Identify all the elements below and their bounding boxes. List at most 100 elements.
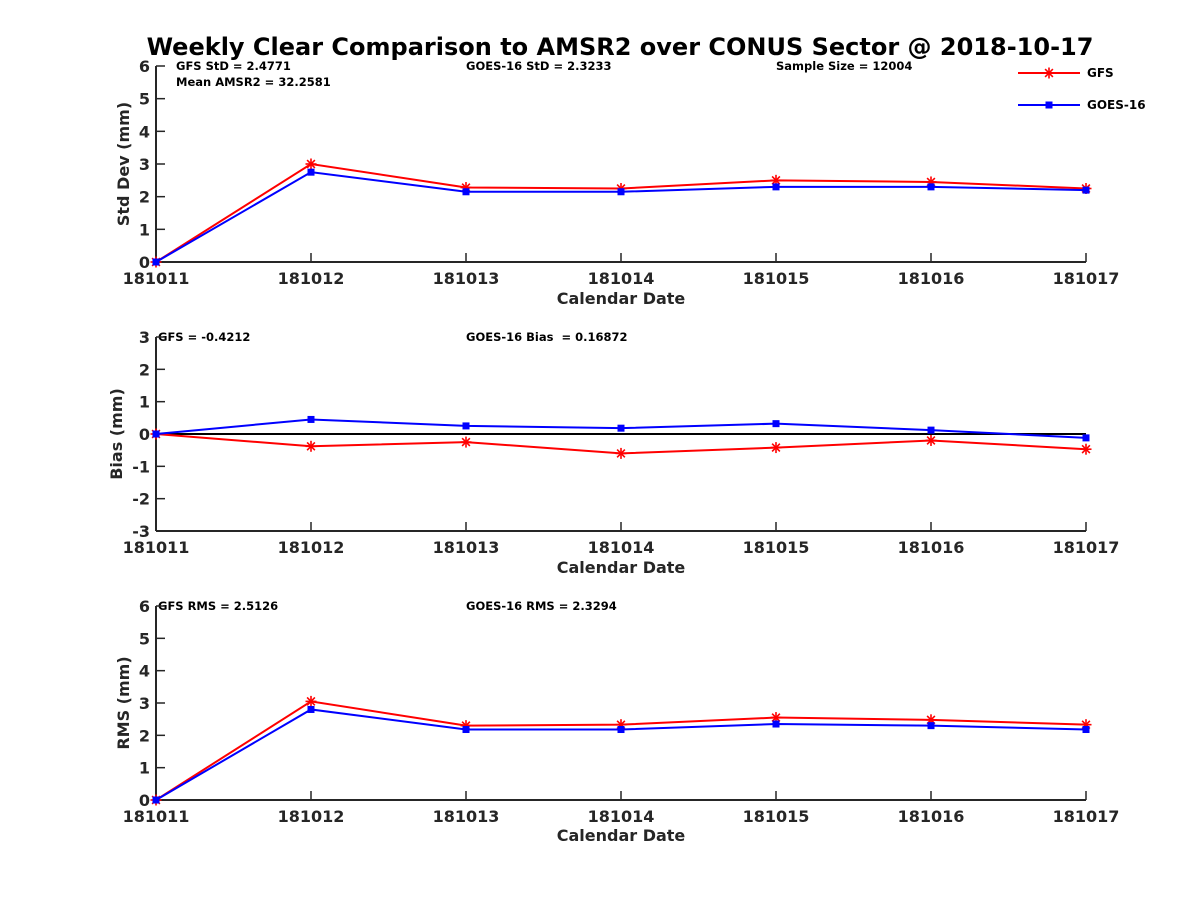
bias-x-axis-label: Calendar Date bbox=[557, 558, 686, 577]
rms-y-tick-label: 2 bbox=[139, 726, 150, 745]
rms-goes16-point bbox=[772, 720, 780, 728]
stddev-x-tick-label: 181015 bbox=[743, 269, 810, 288]
bias-goes16-point bbox=[152, 430, 160, 438]
rms-x-tick-label: 181016 bbox=[898, 807, 965, 826]
legend-marker bbox=[1045, 101, 1053, 109]
stddev-goes16-point bbox=[152, 258, 160, 266]
rms-panel: GFS RMS = 2.5126 GOES-16 RMS = 2.3294 RM… bbox=[114, 597, 1119, 845]
stddev-y-tick-label: 1 bbox=[139, 220, 150, 239]
bias-y-tick-label: -1 bbox=[132, 457, 150, 476]
stddev-y-tick-label: 4 bbox=[139, 122, 150, 141]
rms-gfs-line bbox=[155, 700, 1087, 801]
rms-gfs-point bbox=[770, 712, 782, 724]
rms-gfs-point bbox=[305, 695, 317, 707]
goes16-stddev-annotation: GOES-16 StD = 2.3233 bbox=[466, 59, 611, 73]
bias-x-tick-label: 181012 bbox=[278, 538, 345, 557]
bias-panel: GFS = -0.4212 GOES-16 Bias = 0.16872 Bia… bbox=[107, 328, 1119, 577]
bias-y-tick-label: 2 bbox=[139, 360, 150, 379]
stddev-goes16-point bbox=[462, 188, 470, 196]
bias-goes16-point bbox=[1082, 434, 1090, 442]
stddev-goes16-point bbox=[927, 183, 935, 191]
rms-x-axis-label: Calendar Date bbox=[557, 826, 686, 845]
stddev-x-tick-label: 181011 bbox=[123, 269, 190, 288]
gfs-stddev-annotation: GFS StD = 2.4771 bbox=[176, 59, 291, 73]
bias-x-tick-label: 181011 bbox=[123, 538, 190, 557]
bias-y-tick-label: 0 bbox=[139, 425, 150, 444]
sample-size-annotation: Sample Size = 12004 bbox=[776, 59, 912, 73]
bias-gfs-point bbox=[460, 436, 472, 448]
bias-x-tick-label: 181016 bbox=[898, 538, 965, 557]
legend: GFS GOES-16 bbox=[1018, 66, 1146, 112]
legend-marker bbox=[1043, 67, 1055, 79]
bias-gfs-point bbox=[925, 434, 937, 446]
rms-y-tick-label: 5 bbox=[139, 629, 150, 648]
bias-goes16-point bbox=[772, 420, 780, 428]
bias-y-tick-label: -3 bbox=[132, 522, 150, 541]
stddev-x-tick-label: 181012 bbox=[278, 269, 345, 288]
stddev-y-tick-label: 2 bbox=[139, 188, 150, 207]
bias-x-tick-label: 181015 bbox=[743, 538, 810, 557]
rms-x-tick-label: 181012 bbox=[278, 807, 345, 826]
rms-goes16-point bbox=[462, 726, 470, 734]
rms-goes16-point bbox=[617, 726, 625, 734]
goes16-rms-annotation: GOES-16 RMS = 2.3294 bbox=[466, 599, 617, 613]
stddev-x-tick-label: 181016 bbox=[898, 269, 965, 288]
legend-gfs-marker bbox=[1043, 67, 1055, 79]
rms-goes16-point bbox=[1082, 726, 1090, 734]
rms-x-tick-label: 181017 bbox=[1053, 807, 1120, 826]
bias-y-tick-label: -2 bbox=[132, 490, 150, 509]
bias-y-axis-label: Bias (mm) bbox=[107, 388, 126, 480]
stddev-x-tick-label: 181013 bbox=[433, 269, 500, 288]
bias-goes16-point bbox=[462, 422, 470, 430]
stddev-goes16-point bbox=[307, 168, 315, 176]
bias-gfs-point bbox=[615, 447, 627, 459]
figure-title: Weekly Clear Comparison to AMSR2 over CO… bbox=[147, 33, 1094, 61]
stddev-y-axis-label: Std Dev (mm) bbox=[114, 102, 133, 226]
bias-goes16-point bbox=[617, 424, 625, 432]
stddev-panel: GFS StD = 2.4771 Mean AMSR2 = 32.2581 GO… bbox=[114, 57, 1119, 308]
rms-y-tick-label: 0 bbox=[139, 791, 150, 810]
stddev-x-axis-label: Calendar Date bbox=[557, 289, 686, 308]
stddev-goes16-point bbox=[1082, 186, 1090, 194]
goes16-bias-annotation: GOES-16 Bias = 0.16872 bbox=[466, 330, 627, 344]
stddev-goes16-point bbox=[617, 188, 625, 196]
legend-goes16-marker bbox=[1045, 101, 1053, 109]
stddev-y-tick-label: 0 bbox=[139, 253, 150, 272]
bias-goes16-point bbox=[307, 415, 315, 423]
legend-goes16-label: GOES-16 bbox=[1087, 98, 1146, 112]
rms-y-axis-label: RMS (mm) bbox=[114, 656, 133, 749]
rms-x-tick-label: 181013 bbox=[433, 807, 500, 826]
gfs-rms-annotation: GFS RMS = 2.5126 bbox=[158, 599, 278, 613]
mean-amsr2-annotation: Mean AMSR2 = 32.2581 bbox=[176, 75, 331, 89]
legend-gfs-label: GFS bbox=[1087, 66, 1114, 80]
stddev-x-tick-label: 181014 bbox=[588, 269, 655, 288]
rms-goes16-point bbox=[927, 722, 935, 730]
gfs-bias-annotation: GFS = -0.4212 bbox=[158, 330, 250, 344]
bias-goes16-point bbox=[927, 426, 935, 434]
rms-goes16-point bbox=[307, 705, 315, 713]
stddev-goes16-point bbox=[772, 183, 780, 191]
bias-x-tick-label: 181014 bbox=[588, 538, 655, 557]
bias-gfs-point bbox=[305, 440, 317, 452]
bias-gfs-point bbox=[1080, 443, 1092, 455]
rms-y-tick-label: 3 bbox=[139, 694, 150, 713]
stddev-y-tick-label: 6 bbox=[139, 57, 150, 76]
bias-gfs-point bbox=[770, 442, 782, 454]
stddev-y-tick-label: 3 bbox=[139, 155, 150, 174]
bias-x-tick-label: 181013 bbox=[433, 538, 500, 557]
stddev-y-tick-label: 5 bbox=[139, 90, 150, 109]
stddev-gfs-point bbox=[305, 158, 317, 170]
bias-x-tick-label: 181017 bbox=[1053, 538, 1120, 557]
rms-x-tick-label: 181014 bbox=[588, 807, 655, 826]
rms-y-tick-label: 1 bbox=[139, 759, 150, 778]
bias-y-tick-label: 3 bbox=[139, 328, 150, 347]
rms-y-tick-label: 6 bbox=[139, 597, 150, 616]
rms-goes16-point bbox=[152, 796, 160, 804]
stddev-x-tick-label: 181017 bbox=[1053, 269, 1120, 288]
rms-x-tick-label: 181011 bbox=[123, 807, 190, 826]
stddev-gfs-line bbox=[155, 162, 1087, 263]
bias-y-tick-label: 1 bbox=[139, 393, 150, 412]
rms-x-tick-label: 181015 bbox=[743, 807, 810, 826]
rms-y-tick-label: 4 bbox=[139, 662, 150, 681]
